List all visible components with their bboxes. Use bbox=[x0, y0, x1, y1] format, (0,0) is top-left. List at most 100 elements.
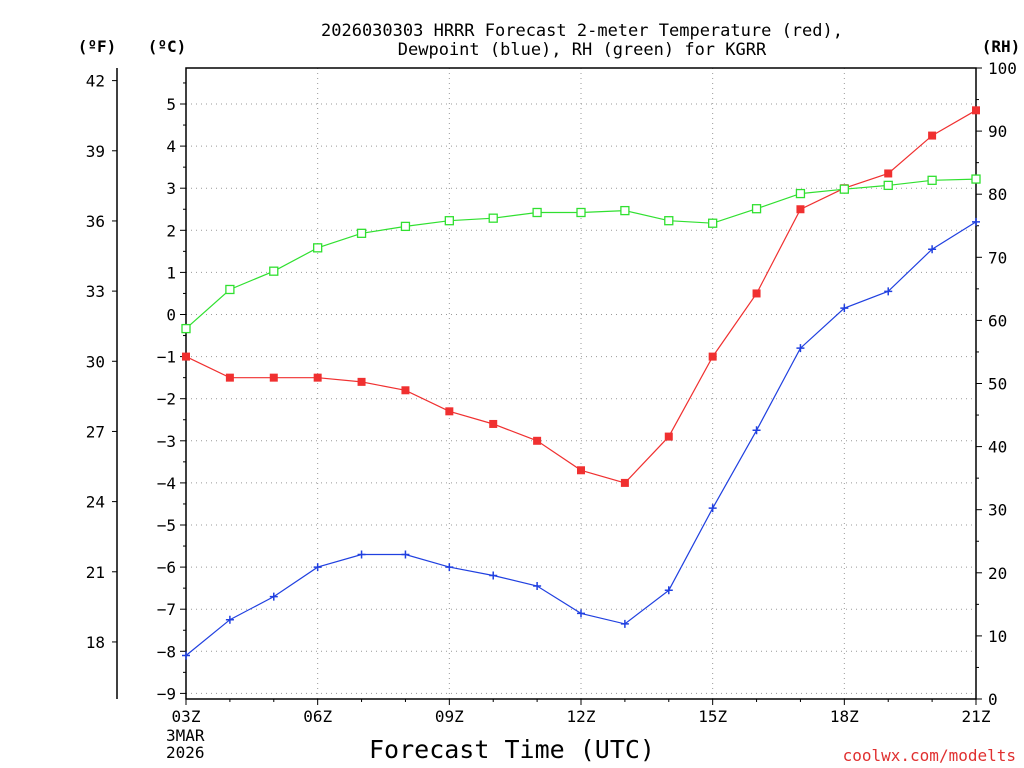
fahrenheit-tick-label: 36 bbox=[86, 212, 105, 231]
rh-data-point bbox=[751, 204, 762, 214]
temperature-data-point bbox=[269, 373, 278, 382]
temperature-data-point bbox=[401, 386, 410, 395]
dewpoint-data-point bbox=[401, 550, 410, 559]
chart-title-line2: Dewpoint (blue), RH (green) for KGRR bbox=[398, 40, 767, 60]
rh-tick-label: 20 bbox=[988, 564, 1007, 583]
date-label-year: 2026 bbox=[166, 743, 205, 762]
rh-data-point bbox=[269, 266, 279, 276]
rh-data-point bbox=[532, 207, 542, 218]
rh-axis-unit: (RH) bbox=[982, 37, 1021, 56]
rh-data-point bbox=[927, 175, 937, 185]
fahrenheit-tick-label: 27 bbox=[86, 422, 105, 441]
dewpoint-data-point bbox=[489, 571, 498, 580]
x-tick-label: 21Z bbox=[962, 707, 991, 726]
dewpoint-data-point bbox=[708, 504, 717, 513]
rh-data-point bbox=[795, 188, 806, 199]
celsius-tick-label: −7 bbox=[157, 600, 176, 619]
fahrenheit-tick-label: 33 bbox=[86, 282, 105, 301]
temperature-data-point bbox=[796, 205, 805, 214]
x-tick-label: 06Z bbox=[303, 707, 332, 726]
date-label-month: 3MAR bbox=[166, 726, 205, 745]
rh-data-point bbox=[708, 218, 718, 228]
tick-labels: 543210−1−2−3−4−5−6−7−8−94239363330272421… bbox=[86, 59, 1017, 726]
rh-data-point bbox=[839, 184, 849, 194]
rh-tick-label: 40 bbox=[988, 438, 1007, 457]
rh-tick-label: 60 bbox=[988, 311, 1007, 330]
fahrenheit-tick-label: 30 bbox=[86, 352, 105, 371]
temperature-data-point bbox=[357, 377, 366, 386]
temperature-data-point bbox=[972, 106, 980, 115]
rh-data-point bbox=[488, 213, 498, 223]
dewpoint-data-point bbox=[752, 426, 761, 435]
rh-data-point bbox=[400, 221, 411, 232]
rh-data-point bbox=[225, 284, 235, 295]
celsius-tick-label: −8 bbox=[157, 642, 176, 661]
dewpoint-data-point bbox=[928, 245, 937, 254]
temperature-data-point bbox=[752, 289, 761, 298]
celsius-tick-label: 5 bbox=[166, 95, 176, 114]
dewpoint-data-point bbox=[620, 619, 629, 628]
dewpoint-data-point bbox=[577, 609, 585, 618]
grid-lines bbox=[186, 68, 976, 699]
fahrenheit-tick-label: 39 bbox=[86, 142, 105, 161]
temperature-data-point bbox=[445, 407, 454, 416]
dewpoint-data-point bbox=[357, 550, 366, 559]
fahrenheit-tick-label: 42 bbox=[86, 72, 105, 91]
x-tick-label: 12Z bbox=[567, 707, 596, 726]
rh-data-point bbox=[883, 180, 893, 191]
fahrenheit-tick-label: 24 bbox=[86, 493, 105, 512]
dewpoint-data-point bbox=[225, 615, 234, 624]
dewpoint-data-point bbox=[664, 586, 673, 595]
temperature-data-point bbox=[182, 352, 190, 361]
temperature-data-point bbox=[313, 373, 322, 382]
temperature-data-point bbox=[708, 352, 717, 361]
credit-text: coolwx.com/modelts bbox=[843, 746, 1016, 765]
x-axis-title: Forecast Time (UTC) bbox=[369, 735, 655, 764]
dewpoint-data-point bbox=[533, 582, 542, 591]
rh-data-point bbox=[444, 216, 454, 226]
x-tick-label: 18Z bbox=[830, 707, 859, 726]
celsius-tick-label: 4 bbox=[166, 137, 176, 156]
rh-data-point bbox=[664, 216, 674, 226]
celsius-axis-unit: (ºC) bbox=[148, 37, 187, 56]
x-tick-label: 03Z bbox=[172, 707, 201, 726]
fahrenheit-axis-unit: (ºF) bbox=[78, 37, 117, 56]
temperature-data-point bbox=[489, 419, 498, 428]
data-series bbox=[181, 106, 981, 660]
rh-tick-label: 70 bbox=[988, 248, 1007, 267]
temperature-data-point bbox=[664, 432, 673, 441]
dewpoint-data-point bbox=[840, 304, 849, 313]
dewpoint-data-point bbox=[972, 217, 980, 226]
dewpoint-data-point bbox=[445, 563, 454, 572]
rh-data-point bbox=[620, 205, 630, 216]
x-tick-label: 09Z bbox=[435, 707, 464, 726]
celsius-tick-label: −2 bbox=[157, 390, 176, 409]
temperature-data-point bbox=[577, 466, 585, 475]
rh-tick-label: 10 bbox=[988, 627, 1007, 646]
dewpoint-data-point bbox=[796, 344, 805, 353]
celsius-tick-label: 3 bbox=[166, 179, 176, 198]
rh-data-point bbox=[576, 207, 586, 218]
celsius-tick-label: 0 bbox=[166, 306, 176, 325]
temperature-data-point bbox=[533, 436, 542, 445]
axes bbox=[112, 67, 982, 705]
celsius-tick-label: −5 bbox=[157, 516, 176, 535]
rh-data-point bbox=[356, 228, 367, 238]
temperature-series-line bbox=[185, 109, 977, 484]
fahrenheit-tick-label: 18 bbox=[86, 633, 105, 652]
dewpoint-data-point bbox=[313, 563, 322, 572]
dewpoint-data-point bbox=[884, 287, 893, 296]
rh-tick-label: 80 bbox=[988, 185, 1007, 204]
dewpoint-data-point bbox=[269, 592, 278, 601]
celsius-tick-label: 2 bbox=[166, 221, 176, 240]
temperature-data-point bbox=[620, 478, 629, 487]
celsius-tick-label: −9 bbox=[157, 684, 176, 703]
rh-data-point bbox=[313, 243, 323, 253]
temperature-data-point bbox=[884, 169, 893, 178]
x-tick-label: 15Z bbox=[698, 707, 727, 726]
temperature-data-point bbox=[225, 373, 234, 382]
fahrenheit-tick-label: 21 bbox=[86, 563, 105, 582]
rh-data-point bbox=[971, 174, 981, 184]
celsius-tick-label: −1 bbox=[157, 348, 176, 367]
